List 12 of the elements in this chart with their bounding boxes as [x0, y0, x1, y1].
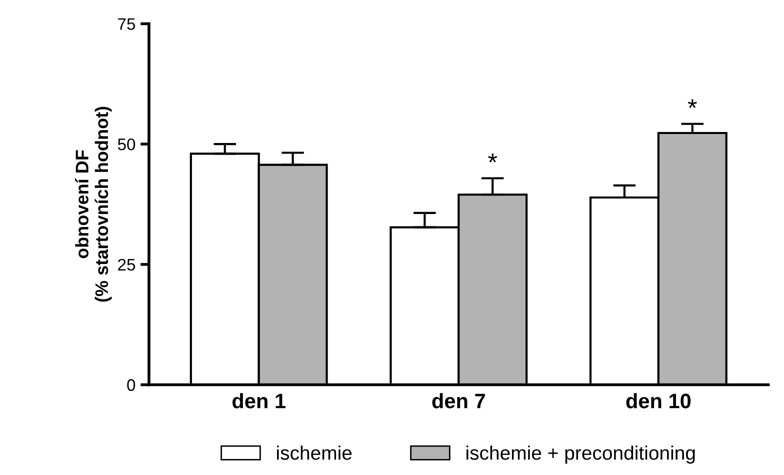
- annotation: *: [688, 99, 697, 108]
- y-tick-label: 50: [118, 138, 136, 150]
- y-tick-label: 25: [118, 258, 136, 271]
- annotation: *: [488, 154, 498, 162]
- y-tick-label: 0: [127, 379, 136, 391]
- y-axis-title: obnovení DF (% startovních hodnot): [75, 106, 112, 302]
- x-tick-label: den 10: [626, 393, 691, 408]
- legend-label: ischemie + preconditioning: [466, 446, 695, 464]
- x-tick-label: den 7: [432, 393, 485, 408]
- x-tick-label: den 1: [232, 393, 286, 408]
- y-tick-label: 75: [118, 18, 136, 30]
- legend-label: ischemie: [277, 446, 352, 460]
